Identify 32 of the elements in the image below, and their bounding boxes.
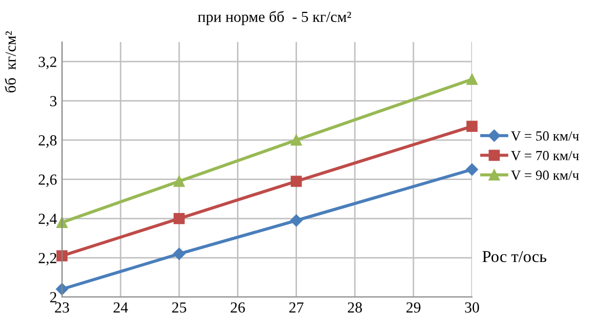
y-tick-label: 2,6 <box>38 174 57 187</box>
x-tick-label: 28 <box>348 302 362 313</box>
x-tick-label: 23 <box>55 302 70 313</box>
point <box>174 212 185 224</box>
x-tick-label: 26 <box>230 302 245 313</box>
x-tick-label: 24 <box>114 302 128 312</box>
x-tick-label: 25 <box>172 302 186 313</box>
point <box>290 176 302 187</box>
point <box>466 120 478 132</box>
legend-label: V = 50 км/ч <box>511 131 579 141</box>
point <box>466 163 478 176</box>
point <box>56 283 68 296</box>
x-tick-label: 29 <box>406 302 420 313</box>
y-tick-label: 2,2 <box>38 252 56 266</box>
point <box>290 214 302 227</box>
y-tick-label: 2 <box>50 292 56 302</box>
x-tick-label: 30 <box>465 302 480 313</box>
legend-label: V = 90 км/ч <box>511 170 579 180</box>
point <box>174 176 185 187</box>
chart-title: при норме бб - 5 кг/см² <box>198 10 352 26</box>
x-tick-label: 27 <box>289 302 304 312</box>
x-axis-title: Рос т/ось <box>482 251 546 262</box>
point <box>466 74 478 85</box>
y-tick-label: 2,8 <box>38 135 57 148</box>
y-tick-label: 2,4 <box>38 214 57 226</box>
point <box>290 134 302 146</box>
y-tick-label: 3,2 <box>38 56 56 70</box>
point <box>56 250 68 262</box>
y-tick-label: 3 <box>50 96 57 106</box>
point <box>173 248 186 260</box>
legend-label: V = 70 км/ч <box>511 150 579 160</box>
y-axis-title: бб кг/см² <box>4 31 16 92</box>
